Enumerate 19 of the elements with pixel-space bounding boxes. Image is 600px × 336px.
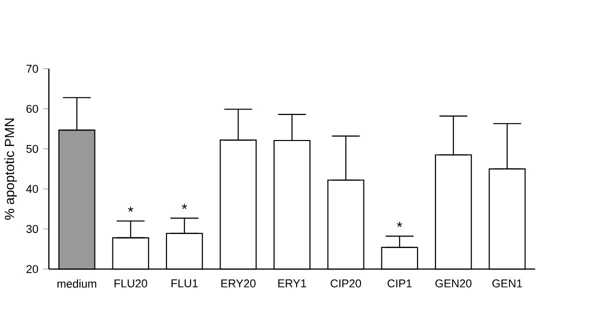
y-tick-label: 40 — [26, 185, 38, 194]
y-tick-label: 20 — [26, 265, 38, 274]
x-tick-label: medium — [58, 280, 96, 288]
y-tick-label: 60 — [26, 104, 38, 113]
x-tick-label: CIP1 — [388, 280, 412, 288]
x-tick-label: GEN1 — [492, 280, 522, 288]
annotation: * — [396, 222, 402, 228]
x-tick-label: GEN20 — [435, 280, 472, 288]
annotation: * — [182, 204, 188, 210]
x-tick-label: ERY20 — [221, 280, 256, 288]
x-tick-label: FLU1 — [172, 280, 198, 288]
x-tick-label: FLU20 — [114, 280, 148, 288]
y-axis-title: % apoptotic PMN — [4, 118, 17, 220]
x-tick-label: ERY1 — [278, 280, 306, 288]
y-tick-label: 50 — [26, 144, 38, 153]
annotation: * — [128, 206, 134, 212]
y-tick-label: 30 — [26, 225, 38, 234]
y-tick-label: 70 — [26, 64, 38, 73]
x-tick-label: CIP20 — [330, 280, 362, 288]
